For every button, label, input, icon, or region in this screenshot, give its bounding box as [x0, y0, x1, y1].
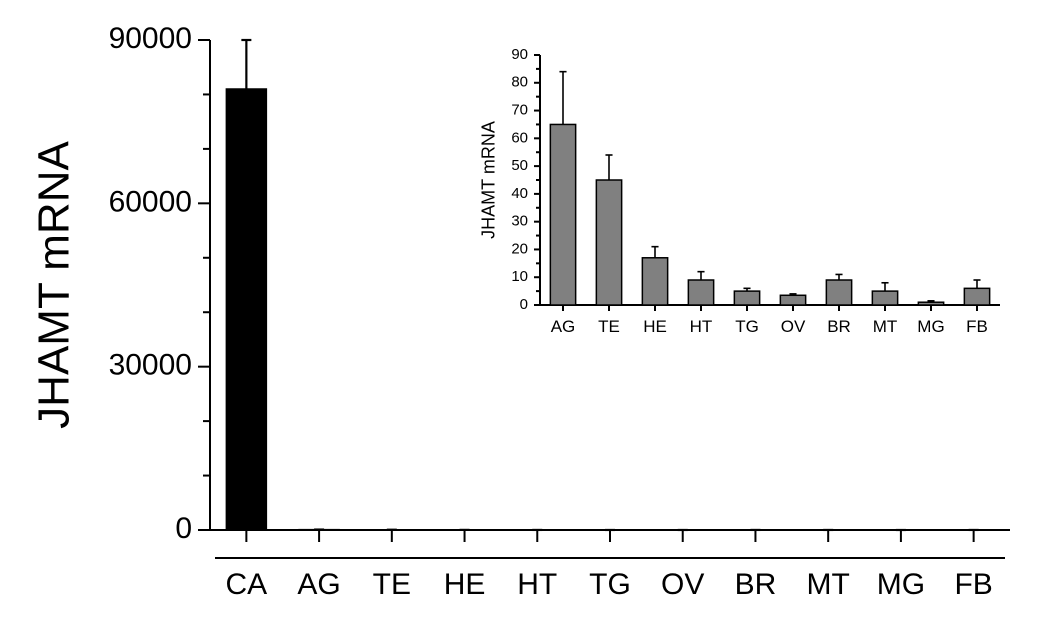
y-tick-label: 90 — [511, 46, 528, 63]
y-tick-label: 0 — [520, 296, 528, 313]
x-tick-label: FB — [954, 568, 992, 601]
y-tick-label: 30 — [511, 213, 528, 230]
x-tick-label: MG — [917, 317, 944, 336]
x-tick-label: HT — [690, 317, 713, 336]
x-tick-label: BR — [827, 317, 851, 336]
y-tick-label: 50 — [511, 157, 528, 174]
bar — [964, 288, 989, 305]
y-tick-label: 40 — [511, 185, 528, 202]
inset-chart: 0 10 20 30 40 50 60 70 80 90 AG TE HE HT TG OV BR MT MG FB J… — [479, 46, 1000, 336]
bar — [226, 89, 266, 530]
y-axis-label: JHAMT mRNA — [30, 141, 79, 429]
x-tick-label: HT — [517, 568, 557, 601]
chart-svg: 0 30000 60000 90000 CA AG TE HE HT TG OV BR MT MG FB JH… — [0, 0, 1050, 638]
x-tick-label: TG — [735, 317, 759, 336]
x-tick-label: CA — [226, 568, 268, 601]
bar — [918, 302, 943, 305]
x-tick-label: TG — [589, 568, 631, 601]
x-tick-label: TE — [598, 317, 620, 336]
bar — [642, 258, 667, 305]
x-tick-label: AG — [551, 317, 576, 336]
bar — [826, 280, 851, 305]
y-tick-label: 30000 — [109, 349, 192, 382]
bar — [596, 180, 621, 305]
x-tick-label: HE — [643, 317, 667, 336]
bar — [688, 280, 713, 305]
x-tick-label: HE — [444, 568, 486, 601]
chart-stage: 0 30000 60000 90000 CA AG TE HE HT TG OV BR MT MG FB JH… — [0, 0, 1050, 638]
y-tick-label: 0 — [175, 512, 192, 545]
bar — [734, 291, 759, 305]
y-tick-label: 60000 — [109, 185, 192, 218]
y-tick-label: 70 — [511, 102, 528, 119]
y-tick-label: 90000 — [109, 22, 192, 55]
x-tick-label: MG — [877, 568, 925, 601]
x-tick-label: OV — [661, 568, 704, 601]
x-tick-label: BR — [735, 568, 777, 601]
x-tick-label: FB — [966, 317, 988, 336]
y-tick-label: 20 — [511, 240, 528, 257]
bar — [550, 124, 575, 305]
x-tick-label: TE — [373, 568, 411, 601]
x-tick-label: MT — [873, 317, 898, 336]
y-tick-label: 10 — [511, 268, 528, 285]
y-axis-label: JHAMT mRNA — [479, 121, 499, 239]
y-tick-label: 60 — [511, 129, 528, 146]
x-tick-label: OV — [781, 317, 806, 336]
x-tick-label: MT — [807, 568, 850, 601]
bar — [780, 295, 805, 305]
bar — [872, 291, 897, 305]
y-tick-label: 80 — [511, 74, 528, 91]
x-tick-label: AG — [297, 568, 340, 601]
